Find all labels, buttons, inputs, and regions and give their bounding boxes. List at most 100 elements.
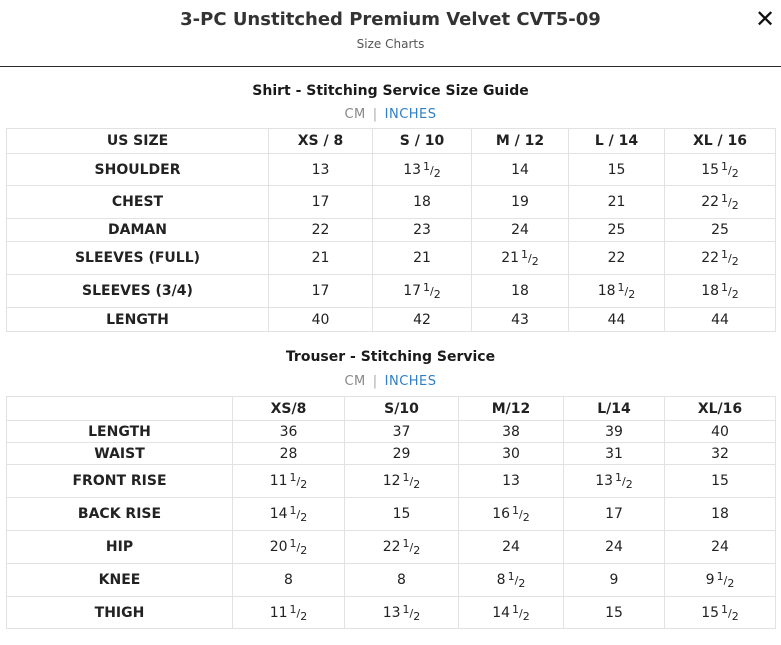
fraction: 1/2 — [423, 281, 441, 301]
size-header-cell: L / 14 — [568, 128, 665, 154]
measurement-label: SHOULDER — [6, 153, 269, 186]
measurement-value: 22 — [268, 218, 373, 242]
fraction: 1/2 — [721, 248, 739, 268]
measurement-value: 22 1/2 — [664, 241, 776, 275]
measurement-value: 11 1/2 — [232, 464, 345, 498]
measurement-value: 44 — [664, 307, 776, 332]
trouser-unit-cm[interactable]: CM — [344, 374, 366, 389]
measurement-value: 21 — [568, 185, 665, 219]
measurement-value: 21 1/2 — [471, 241, 569, 275]
fraction: 1/2 — [721, 159, 739, 180]
modal-header: 3-PC Unstitched Premium Velvet CVT5-09 S… — [0, 0, 781, 67]
size-header-cell: XS/8 — [232, 396, 345, 421]
measurement-value: 18 — [664, 497, 776, 531]
fraction: 1/2 — [512, 602, 530, 623]
measurement-value: 22 1/2 — [344, 530, 459, 564]
measurement-label: HIP — [6, 530, 233, 564]
measurement-value: 18 — [471, 274, 569, 308]
measurement-value: 29 — [344, 442, 459, 465]
fraction: 1/2 — [721, 281, 739, 301]
fraction: 1/2 — [402, 602, 421, 623]
measurement-value: 32 — [664, 442, 776, 465]
measurement-value: 15 1/2 — [664, 596, 776, 629]
measurement-label: LENGTH — [6, 307, 269, 332]
measurement-value: 13 1/2 — [563, 464, 665, 498]
measurement-value: 22 — [568, 241, 665, 275]
measurement-value: 39 — [563, 420, 665, 443]
measurement-label: WAIST — [6, 442, 233, 465]
table-row: THIGH 11 1/2 13 1/2 14 1/2 15 15 1/2 — [6, 596, 776, 629]
table-row: BACK RISE 14 1/2 15 16 1/2 17 18 — [6, 497, 776, 531]
modal-title: 3-PC Unstitched Premium Velvet CVT5-09 — [180, 9, 601, 30]
measurement-value: 38 — [458, 420, 564, 443]
trouser-unit-toggle: CM | INCHES — [0, 374, 781, 389]
measurement-label: LENGTH — [6, 420, 233, 443]
fraction: 1/2 — [289, 471, 308, 491]
measurement-value: 23 — [372, 218, 472, 242]
measurement-value: 25 — [568, 218, 665, 242]
header-label-cell: US SIZE — [6, 128, 269, 154]
trouser-size-table: XS/8 S/10 M/12 L/14 XL/16 LENGTH 36 37 38 39 40 WA… — [6, 396, 776, 629]
unit-separator: | — [372, 107, 378, 122]
size-header-cell: S / 10 — [372, 128, 472, 154]
table-row: DAMAN 22 23 24 25 25 — [6, 218, 776, 242]
fraction: 1/2 — [721, 192, 739, 212]
measurement-value: 30 — [458, 442, 564, 465]
measurement-value: 44 — [568, 307, 665, 332]
table-row: CHEST 17 18 19 21 22 1/2 — [6, 185, 776, 219]
measurement-value: 28 — [232, 442, 345, 465]
measurement-label: SLEEVES (3/4) — [6, 274, 269, 308]
shirt-unit-cm[interactable]: CM — [344, 107, 366, 122]
measurement-value: 17 — [563, 497, 665, 531]
size-header-cell: S/10 — [344, 396, 459, 421]
measurement-value: 15 — [563, 596, 665, 629]
table-row: HIP 20 1/2 22 1/2 24 24 24 — [6, 530, 776, 564]
shirt-unit-inches[interactable]: INCHES — [384, 107, 437, 122]
measurement-value: 40 — [664, 420, 776, 443]
measurement-value: 13 1/2 — [344, 596, 459, 629]
size-header-cell: XS / 8 — [268, 128, 373, 154]
measurement-value: 42 — [372, 307, 472, 332]
table-row: KNEE 8 8 8 1/2 9 9 1/2 — [6, 563, 776, 597]
fraction: 1/2 — [716, 570, 735, 590]
fraction: 1/2 — [289, 504, 308, 524]
measurement-value: 18 — [372, 185, 472, 219]
measurement-value: 40 — [268, 307, 373, 332]
measurement-label: THIGH — [6, 596, 233, 629]
fraction: 1/2 — [402, 471, 421, 491]
measurement-value: 15 — [344, 497, 459, 531]
measurement-value: 31 — [563, 442, 665, 465]
measurement-value: 9 1/2 — [664, 563, 776, 597]
measurement-value: 9 — [563, 563, 665, 597]
trouser-unit-inches[interactable]: INCHES — [384, 374, 437, 389]
fraction: 1/2 — [512, 504, 530, 524]
size-header-cell: XL/16 — [664, 396, 776, 421]
fraction: 1/2 — [423, 159, 441, 180]
measurement-value: 11 1/2 — [232, 596, 345, 629]
measurement-value: 24 — [664, 530, 776, 564]
table-row: SLEEVES (FULL) 21 21 21 1/2 22 22 1/2 — [6, 241, 776, 275]
measurement-value: 13 — [458, 464, 564, 498]
measurement-label: SLEEVES (FULL) — [6, 241, 269, 275]
measurement-value: 17 — [268, 185, 373, 219]
measurement-value: 36 — [232, 420, 345, 443]
measurement-value: 15 — [664, 464, 776, 498]
measurement-value: 12 1/2 — [344, 464, 459, 498]
close-icon[interactable]: ✕ — [754, 5, 776, 33]
table-row: WAIST 28 29 30 31 32 — [6, 442, 776, 465]
measurement-value: 13 1/2 — [372, 153, 472, 186]
unit-separator: | — [372, 374, 378, 389]
table-row: LENGTH 40 42 43 44 44 — [6, 307, 776, 332]
table-row: LENGTH 36 37 38 39 40 — [6, 420, 776, 443]
measurement-value: 14 1/2 — [458, 596, 564, 629]
measurement-value: 14 — [471, 153, 569, 186]
measurement-label: CHEST — [6, 185, 269, 219]
size-header-cell: M/12 — [458, 396, 564, 421]
size-header-cell: XL / 16 — [664, 128, 776, 154]
measurement-label: BACK RISE — [6, 497, 233, 531]
size-header-cell: M / 12 — [471, 128, 569, 154]
fraction: 1/2 — [521, 248, 539, 268]
fraction: 1/2 — [402, 537, 421, 557]
fraction: 1/2 — [289, 602, 308, 623]
measurement-value: 14 1/2 — [232, 497, 345, 531]
